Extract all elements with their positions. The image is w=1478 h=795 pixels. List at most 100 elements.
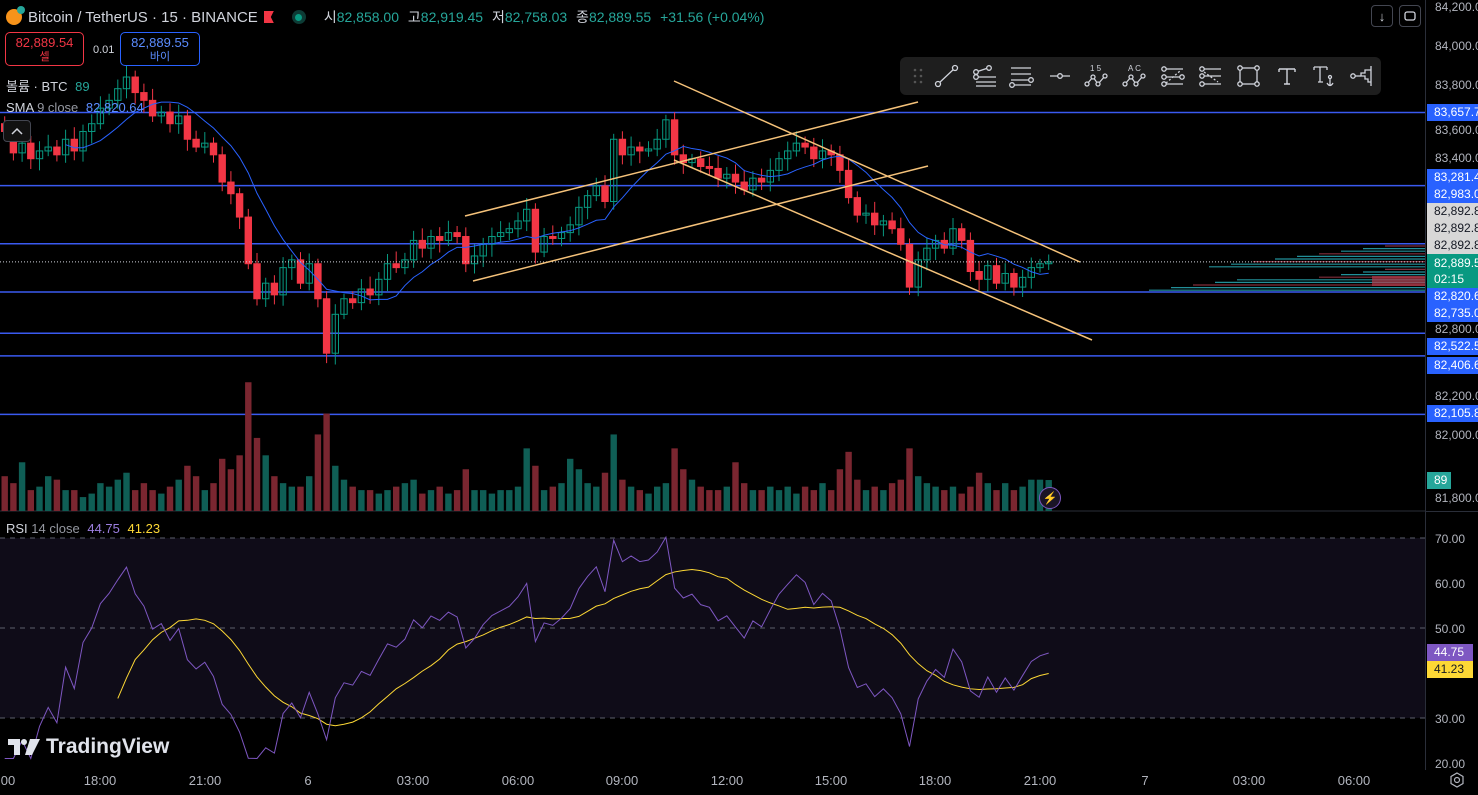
candle-body (792, 142, 801, 152)
symbol-title[interactable]: Bitcoin / TetherUS · 15 · BINANCE (28, 8, 258, 26)
settings-button[interactable] (1449, 772, 1465, 791)
volume-bar (1019, 486, 1026, 511)
volume-bar (767, 486, 774, 511)
pitchfork-icon (972, 65, 996, 87)
xabcd-pattern-icon: 1 5 (1084, 64, 1108, 87)
candle-body (879, 220, 888, 226)
volume-profile-tool[interactable] (1343, 61, 1381, 91)
fib-retracement-tool[interactable] (1154, 61, 1192, 91)
rsi-name: RSI (6, 521, 28, 536)
anchored-text-tool[interactable] (1306, 61, 1344, 91)
spread-value: 0.01 (93, 44, 115, 56)
channel-trend-line (673, 159, 1093, 341)
text-tool[interactable] (1268, 61, 1306, 91)
chevron-up-icon (11, 127, 23, 135)
volume-bar (140, 483, 148, 511)
abcd-pattern-tool[interactable]: A C (1117, 61, 1155, 91)
candle-body (392, 263, 400, 269)
price-axis[interactable]: 84,200.0 84,000.0 83,800.0 83,600.0 83,400.0… (1425, 0, 1478, 511)
market-status-icon[interactable] (291, 10, 306, 24)
drag-handle-icon[interactable] (908, 61, 928, 91)
price-tick: 82,200.0 (1435, 389, 1478, 403)
candle-body (401, 259, 409, 269)
fib-extension-tool[interactable] (1192, 61, 1230, 91)
volume-bar (567, 458, 574, 511)
tradingview-logo[interactable]: TradingView (8, 735, 169, 759)
candle-body (914, 259, 922, 288)
volume-bar (575, 469, 583, 511)
pattern-label-15: 1 5 (1090, 64, 1102, 73)
volume-bar (375, 493, 382, 511)
sell-button[interactable]: 82,889.54 셀 (5, 32, 84, 66)
volume-bar (262, 455, 269, 511)
pitchfork-tool[interactable] (966, 61, 1004, 91)
volume-bar (888, 483, 896, 511)
price-label-sma: 82,820.6 (1427, 288, 1478, 305)
fullscreen-button[interactable] (1399, 5, 1421, 27)
volume-bar (1, 476, 8, 511)
channel-trend-line (464, 101, 919, 217)
volume-bar (828, 490, 835, 511)
candle-body (862, 212, 870, 216)
price-label-line: 83,657.7 (1427, 104, 1478, 121)
volume-bar (688, 479, 696, 511)
volume-bar (915, 476, 922, 511)
candle-body (714, 167, 722, 179)
candle-body (749, 177, 757, 191)
collapse-legend-button[interactable] (3, 120, 31, 142)
volume-bar (253, 437, 261, 511)
candle-body (253, 263, 261, 300)
volume-bar (488, 493, 496, 511)
rsi-tick: 20.00 (1435, 757, 1466, 771)
volume-bar (462, 469, 469, 511)
rectangle-tool[interactable] (1230, 61, 1268, 91)
volume-bar (532, 465, 539, 511)
flag-icon[interactable] (263, 11, 274, 23)
xabcd-pattern-tool[interactable]: 1 5 (1079, 61, 1117, 91)
rsi-tick: 70.00 (1435, 532, 1466, 546)
candle-body (784, 150, 792, 160)
volume-bar (166, 486, 174, 511)
candle-body (88, 123, 96, 132)
fullscreen-icon (1404, 11, 1416, 21)
horizontal-ray-tool[interactable] (1041, 61, 1079, 91)
volume-legend[interactable]: 볼륨 · BTC 89 (6, 76, 90, 95)
price-tick: 83,800.0 (1435, 77, 1478, 92)
candle-body (279, 267, 287, 296)
channel-trend-line (472, 165, 929, 282)
candle-body (296, 259, 305, 284)
candle-body (1018, 276, 1027, 288)
buy-button[interactable]: 82,889.55 바이 (120, 32, 200, 66)
scroll-to-realtime-button[interactable]: ↓ (1371, 5, 1393, 27)
volume-bar (314, 434, 322, 511)
volume-bar (71, 490, 78, 511)
candle-body (705, 165, 714, 169)
volume-bar (497, 490, 504, 511)
lightning-alert-button[interactable]: ⚡ (1039, 487, 1061, 509)
volume-bar (62, 490, 69, 511)
candle-body (79, 130, 87, 152)
sma-legend[interactable]: SMA 9 close 82,820.64 (6, 100, 144, 115)
candle-body (496, 232, 505, 238)
trend-line-tool[interactable] (928, 61, 966, 91)
price-tick: 83,600.0 (1435, 123, 1478, 137)
fib-retracement-icon (1161, 66, 1186, 87)
candle-body (470, 255, 479, 265)
volume-bar (10, 483, 17, 511)
chart-canvas[interactable] (0, 0, 1425, 770)
candle-body (992, 265, 1001, 284)
parallel-channel-tool[interactable] (1003, 61, 1041, 91)
candle-body (383, 263, 392, 280)
volume-bar (984, 483, 991, 511)
volume-bar (593, 486, 600, 511)
buy-label: 바이 (149, 51, 171, 63)
rsi-legend[interactable]: RSI 14 close 44.75 41.23 (6, 521, 160, 536)
candle-body (157, 111, 166, 117)
text-icon (1277, 68, 1296, 85)
volume-bar (871, 486, 878, 511)
volume-bar (45, 476, 52, 511)
candle-body (1045, 261, 1053, 265)
rsi-axis[interactable]: 70.00 60.00 50.00 30.00 20.00 44.75 41.23 (1425, 511, 1478, 771)
volume-bar (219, 458, 226, 511)
candle-body (192, 138, 200, 148)
